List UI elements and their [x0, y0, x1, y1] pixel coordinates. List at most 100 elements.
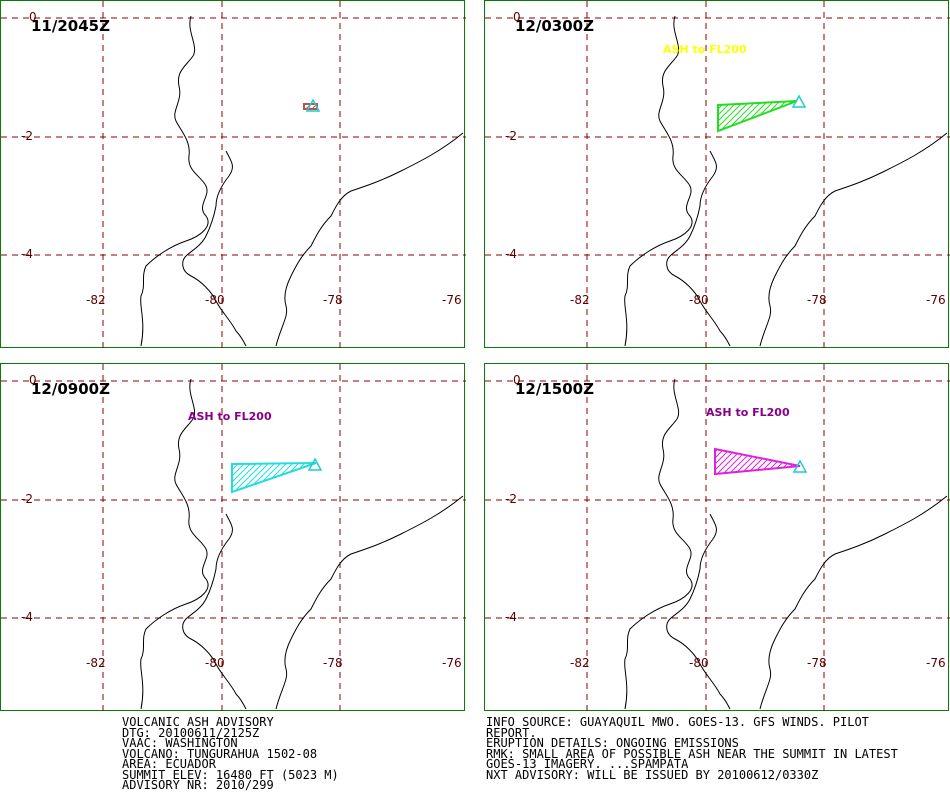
- ash-hatch: [807, 449, 832, 474]
- coastline: [666, 150, 731, 347]
- ash-hatch: [232, 463, 234, 492]
- volcano-icon: [305, 98, 321, 112]
- ash-hatch: [837, 449, 862, 474]
- ash-hatch: [318, 463, 347, 492]
- ash-label: ASH to FL200: [188, 410, 272, 423]
- ash-hatch: [828, 101, 858, 131]
- volcano-icon: [792, 459, 808, 473]
- ash-hatch: [773, 101, 797, 131]
- ash-hatch: [834, 101, 864, 131]
- ash-hatch: [232, 463, 240, 492]
- ash-hatch: [715, 449, 731, 474]
- ash-hatch: [342, 104, 347, 109]
- coastline: [624, 15, 693, 347]
- ash-hatch: [715, 449, 725, 474]
- ash-hatch: [825, 449, 850, 474]
- ash-hatch: [281, 463, 312, 492]
- lat-label: -4: [505, 610, 517, 624]
- panel-time: 11/2045Z: [31, 17, 110, 35]
- ash-hatch: [288, 104, 293, 109]
- ash-hatch: [794, 449, 800, 474]
- ash-hatch: [192, 463, 221, 492]
- ash-hatch: [719, 101, 751, 131]
- ash-hatch: [681, 449, 706, 474]
- ash-hatch: [294, 104, 299, 109]
- volcano-icon: [307, 457, 323, 471]
- lon-label: -76: [442, 293, 462, 307]
- border-line: [275, 132, 464, 347]
- ash-hatch: [348, 463, 377, 492]
- ash-hatch: [232, 463, 258, 492]
- ash-hatch: [675, 449, 700, 474]
- ash-hatch: [354, 463, 383, 492]
- ash-hatch: [276, 104, 281, 109]
- panel-time: 12/0300Z: [515, 17, 594, 35]
- ash-hatch: [755, 101, 787, 131]
- coastline: [666, 513, 731, 710]
- map-panel-1: 11/2045Z 0 -2 -4 -82 -80 -78 -76: [0, 0, 466, 349]
- ash-hatch: [804, 101, 834, 131]
- ash-hatch: [324, 104, 329, 109]
- map-svg: [485, 364, 950, 712]
- map-panel-4: 12/1500Z ASH to FL200 0 -2 -4 -82 -80 -78 -76: [484, 363, 950, 712]
- ash-hatch: [263, 463, 294, 492]
- ash-area: [717, 100, 798, 133]
- coastline: [140, 15, 209, 347]
- lat-label: 0: [29, 373, 37, 387]
- ash-hatch: [232, 463, 252, 492]
- lon-label: -76: [926, 293, 946, 307]
- ash-hatch: [304, 104, 306, 109]
- advisory-right: INFO SOURCE: GUAYAQUIL MWO. GOES-13. GFS…: [486, 715, 898, 782]
- lat-label: 0: [29, 10, 37, 24]
- ash-hatch: [282, 104, 287, 109]
- map-panel-2: 12/0300Z ASH to FL200 0 -2 -4 -82 -80 -78 -76: [484, 0, 950, 349]
- ash-hatch: [715, 449, 737, 474]
- ash-hatch: [764, 449, 791, 474]
- ash-hatch: [687, 449, 712, 474]
- ash-hatch: [816, 101, 846, 131]
- lon-label: -82: [86, 293, 106, 307]
- ash-hatch: [678, 101, 708, 131]
- lon-label: -78: [323, 656, 343, 670]
- lat-label: -2: [21, 129, 33, 143]
- lat-label: -4: [21, 610, 33, 624]
- ash-hatch: [749, 101, 781, 131]
- ash-hatch: [725, 101, 757, 131]
- ash-label: ASH to FL200: [706, 406, 790, 419]
- border-line: [275, 495, 464, 710]
- map-panel-3: 12/0900Z ASH to FL200 0 -2 -4 -82 -80 -78 -76: [0, 363, 466, 712]
- lat-label: -4: [505, 247, 517, 261]
- ash-hatch: [198, 463, 227, 492]
- ash-area: [303, 103, 318, 110]
- ash-hatch: [785, 101, 797, 131]
- lat-label: -2: [505, 492, 517, 506]
- ash-hatch: [330, 463, 359, 492]
- ash-hatch: [311, 463, 316, 492]
- lat-label: -2: [505, 129, 517, 143]
- ash-hatch: [718, 101, 727, 131]
- ash-label: ASH to FL200: [663, 43, 747, 56]
- ash-hatch: [791, 101, 797, 131]
- lat-label: -4: [21, 247, 33, 261]
- ash-hatch: [684, 101, 714, 131]
- lon-label: -76: [926, 656, 946, 670]
- lat-label: 0: [513, 373, 521, 387]
- ash-hatch: [318, 104, 323, 109]
- ash-hatch: [718, 101, 721, 131]
- ash-hatch: [330, 104, 335, 109]
- ash-hatch: [342, 463, 371, 492]
- ash-hatch: [718, 101, 733, 131]
- map-svg: [1, 364, 466, 712]
- ash-hatch: [245, 463, 276, 492]
- ash-hatch: [822, 101, 852, 131]
- ash-hatch: [232, 463, 246, 492]
- ash-hatch: [275, 463, 306, 492]
- lon-label: -80: [205, 293, 225, 307]
- lon-label: -78: [807, 656, 827, 670]
- ash-hatch: [718, 101, 739, 131]
- lon-label: -78: [323, 293, 343, 307]
- ash-hatch: [257, 463, 288, 492]
- lat-label: -2: [21, 492, 33, 506]
- ash-hatch: [239, 463, 270, 492]
- lon-label: -80: [689, 293, 709, 307]
